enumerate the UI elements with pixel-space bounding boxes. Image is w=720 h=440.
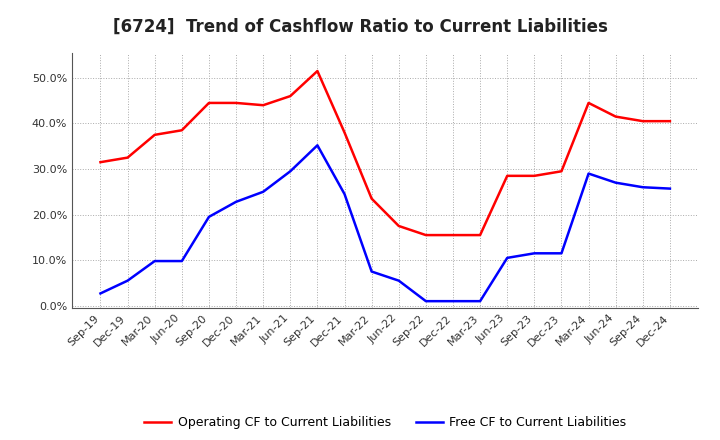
Free CF to Current Liabilities <box>313 143 322 148</box>
Operating CF to Current Liabilities <box>503 173 511 179</box>
Operating CF to Current Liabilities <box>96 160 105 165</box>
Free CF to Current Liabilities <box>367 269 376 274</box>
Free CF to Current Liabilities <box>259 189 268 194</box>
Free CF to Current Liabilities <box>639 185 647 190</box>
Free CF to Current Liabilities <box>584 171 593 176</box>
Free CF to Current Liabilities <box>232 199 240 205</box>
Operating CF to Current Liabilities <box>395 224 403 229</box>
Operating CF to Current Liabilities <box>665 118 674 124</box>
Operating CF to Current Liabilities <box>313 68 322 73</box>
Free CF to Current Liabilities <box>341 191 349 197</box>
Operating CF to Current Liabilities <box>150 132 159 137</box>
Operating CF to Current Liabilities <box>476 232 485 238</box>
Free CF to Current Liabilities <box>96 291 105 296</box>
Free CF to Current Liabilities <box>611 180 620 185</box>
Free CF to Current Liabilities <box>421 298 430 304</box>
Operating CF to Current Liabilities <box>584 100 593 106</box>
Free CF to Current Liabilities <box>557 251 566 256</box>
Operating CF to Current Liabilities <box>341 130 349 135</box>
Line: Free CF to Current Liabilities: Free CF to Current Liabilities <box>101 145 670 301</box>
Free CF to Current Liabilities <box>530 251 539 256</box>
Operating CF to Current Liabilities <box>530 173 539 179</box>
Free CF to Current Liabilities <box>286 169 294 174</box>
Operating CF to Current Liabilities <box>178 128 186 133</box>
Legend: Operating CF to Current Liabilities, Free CF to Current Liabilities: Operating CF to Current Liabilities, Fre… <box>139 411 631 434</box>
Operating CF to Current Liabilities <box>449 232 457 238</box>
Operating CF to Current Liabilities <box>286 93 294 99</box>
Free CF to Current Liabilities <box>204 214 213 220</box>
Operating CF to Current Liabilities <box>259 103 268 108</box>
Operating CF to Current Liabilities <box>639 118 647 124</box>
Free CF to Current Liabilities <box>665 186 674 191</box>
Operating CF to Current Liabilities <box>611 114 620 119</box>
Free CF to Current Liabilities <box>476 298 485 304</box>
Operating CF to Current Liabilities <box>123 155 132 160</box>
Free CF to Current Liabilities <box>503 255 511 260</box>
Free CF to Current Liabilities <box>123 278 132 283</box>
Operating CF to Current Liabilities <box>204 100 213 106</box>
Free CF to Current Liabilities <box>150 258 159 264</box>
Operating CF to Current Liabilities <box>557 169 566 174</box>
Free CF to Current Liabilities <box>395 278 403 283</box>
Free CF to Current Liabilities <box>449 298 457 304</box>
Text: [6724]  Trend of Cashflow Ratio to Current Liabilities: [6724] Trend of Cashflow Ratio to Curren… <box>112 18 608 36</box>
Operating CF to Current Liabilities <box>421 232 430 238</box>
Operating CF to Current Liabilities <box>367 196 376 201</box>
Free CF to Current Liabilities <box>178 258 186 264</box>
Line: Operating CF to Current Liabilities: Operating CF to Current Liabilities <box>101 71 670 235</box>
Operating CF to Current Liabilities <box>232 100 240 106</box>
